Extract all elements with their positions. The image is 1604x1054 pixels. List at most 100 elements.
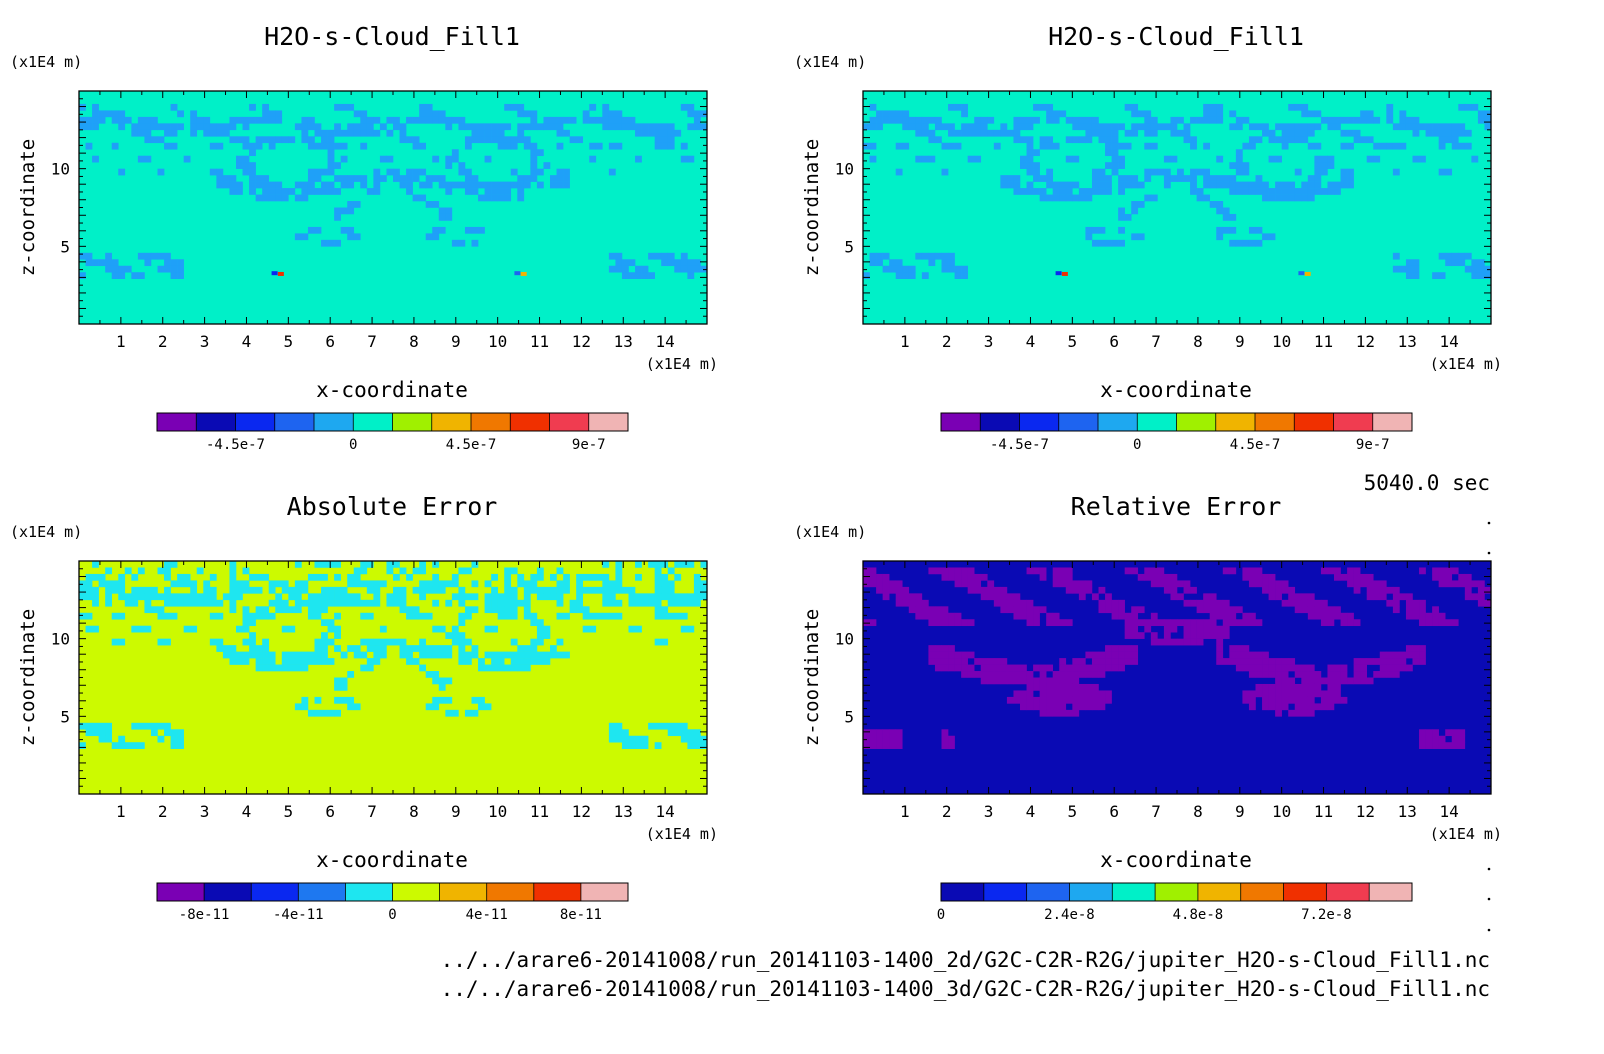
field-cell (373, 658, 381, 665)
field-cell (216, 129, 224, 137)
field-cell (961, 123, 968, 131)
field-cell (1301, 129, 1309, 137)
field-cell (321, 129, 328, 137)
colorbar-swatch (533, 883, 582, 901)
field-cell (249, 103, 256, 111)
field-cell (1327, 162, 1335, 169)
field-cell (425, 671, 433, 678)
field-cell (941, 729, 949, 737)
field-cell (1294, 599, 1302, 607)
field-cell (334, 625, 341, 633)
field-cell (314, 142, 322, 150)
field-cell (1373, 142, 1381, 150)
field-cell (445, 580, 453, 588)
field-cell (1373, 671, 1381, 678)
field-cell (484, 664, 492, 672)
field-cell (281, 580, 289, 588)
field-cell (1242, 142, 1250, 150)
field-cell (1294, 103, 1302, 111)
field-cell (1085, 664, 1093, 672)
field-cell (948, 573, 955, 581)
field-cell (1091, 116, 1099, 124)
field-cell (242, 567, 250, 575)
field-cell (1451, 123, 1459, 131)
field-cell (484, 129, 492, 137)
field-hotspot (1304, 271, 1311, 276)
x-tick-label: 5 (284, 332, 294, 351)
field-cell (373, 599, 381, 607)
field-cell (1150, 123, 1158, 131)
field-cell (294, 651, 302, 659)
field-cell (111, 272, 119, 279)
field-cell (275, 110, 283, 118)
field-cell (366, 116, 374, 124)
field-cell (1046, 194, 1054, 202)
field-cell (523, 593, 531, 601)
field-cell (1124, 175, 1132, 182)
field-cell (504, 136, 512, 144)
field-cell (111, 742, 119, 749)
field-cell (111, 265, 119, 273)
field-cell (1366, 593, 1374, 601)
field-cell (1196, 632, 1204, 639)
field-cell (654, 612, 662, 620)
field-cell (157, 735, 165, 743)
field-cell (301, 194, 309, 202)
field-cell (262, 194, 270, 202)
field-cell (1150, 194, 1158, 202)
field-cell (321, 142, 328, 150)
field-cell (190, 593, 198, 601)
field-cell (1059, 194, 1067, 202)
field-cell (471, 651, 479, 659)
field-cell (635, 265, 642, 273)
field-cell (974, 586, 982, 594)
field-cell (340, 683, 348, 691)
field-cell (1059, 573, 1067, 581)
field-cell (674, 593, 682, 601)
field-cell (928, 155, 936, 163)
x-tick-label: 10 (488, 802, 507, 821)
field-cell (517, 599, 525, 607)
field-cell (569, 116, 577, 124)
field-cell (249, 638, 256, 646)
field-cell (1379, 593, 1387, 601)
field-cell (1203, 194, 1211, 202)
x-tick-label: 13 (614, 802, 633, 821)
field-cell (1033, 606, 1040, 614)
x-tick-label: 12 (572, 332, 591, 351)
field-cell (353, 593, 361, 601)
field-cell (628, 116, 636, 124)
field-cell (438, 116, 446, 124)
field-cell (497, 188, 505, 195)
field-cell (1366, 677, 1374, 685)
field-cell (895, 142, 903, 150)
field-cell (373, 129, 381, 137)
field-cell (1026, 619, 1034, 627)
field-cell (915, 612, 923, 620)
field-cell (419, 116, 427, 124)
colorbar-swatch (392, 883, 440, 901)
field-cell (1085, 136, 1093, 144)
field-cell (941, 567, 949, 575)
field-cell (1307, 612, 1315, 620)
field-cell (1399, 658, 1407, 665)
field-cell (131, 573, 139, 581)
field-cell (1163, 181, 1171, 189)
field-cell (1314, 175, 1322, 182)
field-cell (301, 658, 309, 665)
field-cell (1248, 690, 1256, 698)
field-cell (288, 664, 296, 672)
field-cell (1177, 580, 1184, 588)
field-cell (621, 259, 629, 267)
field-cell (1281, 580, 1289, 588)
field-cell (1419, 567, 1426, 575)
field-cell (1294, 123, 1302, 131)
field-cell (1144, 168, 1152, 176)
field-cell (1379, 671, 1387, 678)
field-cell (438, 586, 446, 594)
field-cell (451, 632, 459, 639)
field-cell (1281, 586, 1289, 594)
field-cell (347, 175, 355, 182)
field-cell (654, 142, 662, 150)
field-cell (1262, 651, 1269, 659)
